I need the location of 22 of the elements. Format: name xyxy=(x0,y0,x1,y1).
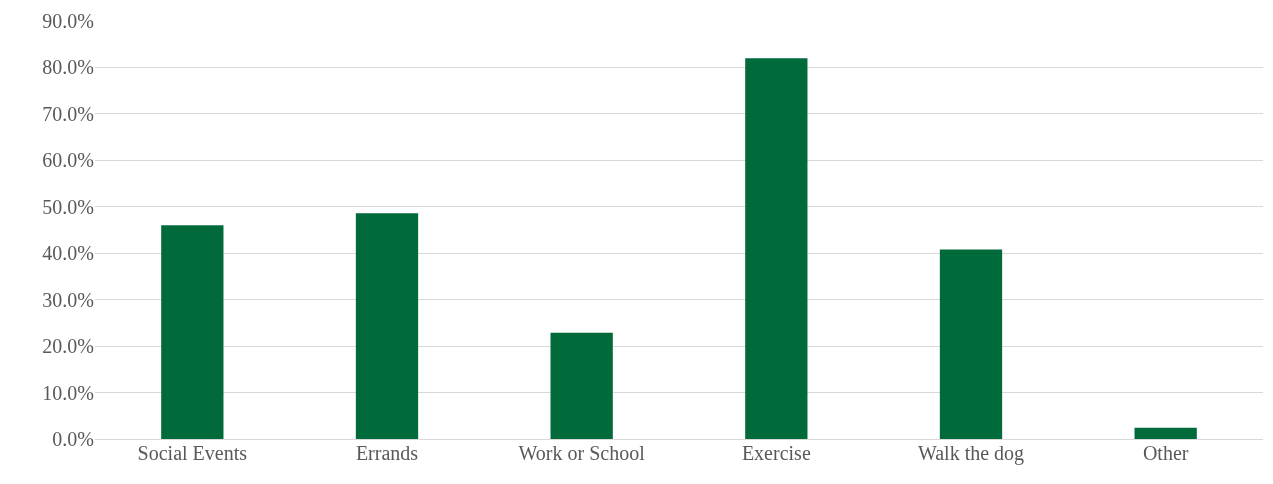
x-tick-label: Exercise xyxy=(741,442,811,464)
y-tick-label: 60.0% xyxy=(42,149,94,172)
y-tick-label: 90.0% xyxy=(42,10,94,32)
y-tick-label: 0.0% xyxy=(52,428,94,450)
bar xyxy=(161,225,224,439)
y-tick-label: 80.0% xyxy=(42,56,94,79)
y-tick-label: 30.0% xyxy=(42,288,94,311)
bar xyxy=(939,249,1003,439)
x-tick-label: Other xyxy=(1142,442,1189,464)
bar xyxy=(550,332,613,439)
y-tick-label: 70.0% xyxy=(42,102,94,125)
y-tick-label: 20.0% xyxy=(42,335,94,358)
bar xyxy=(1134,427,1197,439)
bar xyxy=(355,213,419,439)
bar xyxy=(745,58,808,439)
x-tick-label: Work or School xyxy=(518,442,646,464)
y-tick-label: 10.0% xyxy=(42,381,94,404)
y-tick-label: 50.0% xyxy=(42,195,94,218)
x-tick-label: Social Events xyxy=(137,442,248,464)
x-tick-label: Errands xyxy=(355,442,419,464)
y-tick-label: 40.0% xyxy=(42,242,94,265)
x-tick-label: Walk the dog xyxy=(917,442,1025,465)
